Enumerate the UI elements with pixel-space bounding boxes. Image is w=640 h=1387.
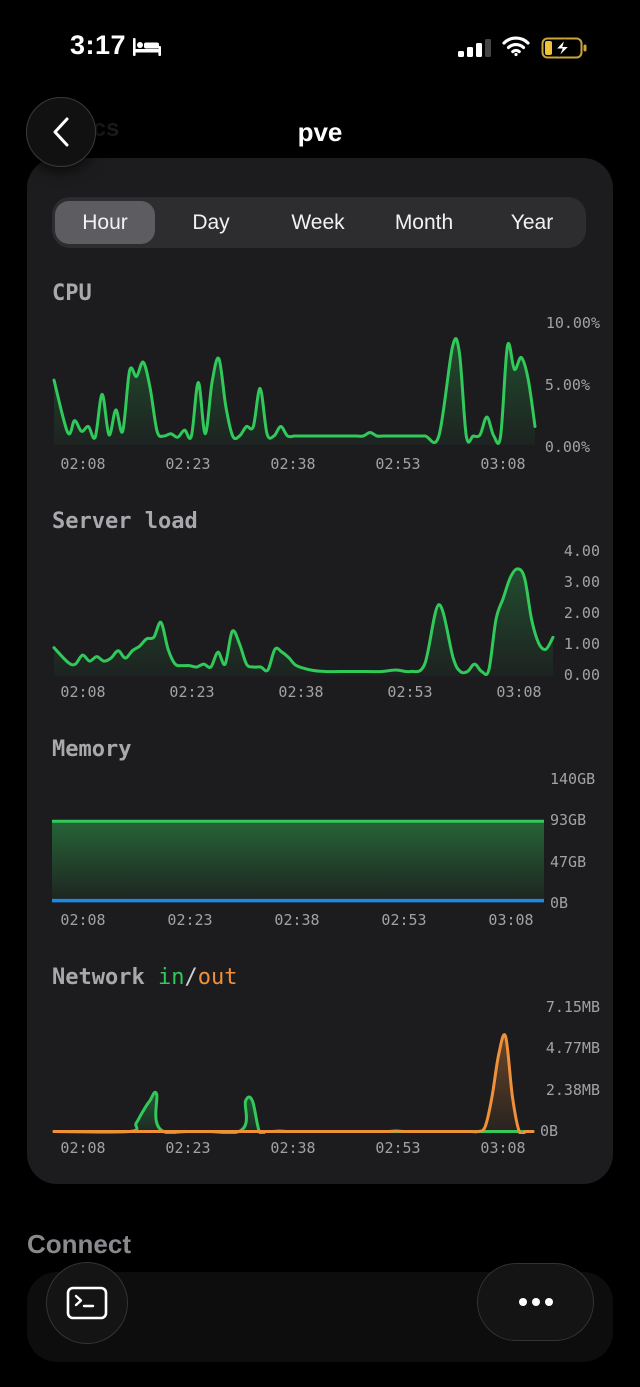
back-button[interactable]	[26, 97, 96, 167]
cpu-x-tick: 03:08	[480, 455, 526, 473]
cpu-x-tick: 02:08	[60, 455, 106, 473]
period-week[interactable]: Week	[291, 210, 345, 234]
load-chart	[52, 567, 555, 676]
load-y-tick: 2.00	[563, 604, 600, 622]
cpu-title: CPU	[52, 281, 92, 306]
load-y-tick: 0.00	[563, 666, 600, 684]
chevron-left-icon	[53, 117, 69, 147]
load-x-tick: 02:23	[169, 683, 215, 701]
memory-y-tick: 93GB	[550, 811, 587, 829]
cpu-y-tick: 10.00%	[545, 314, 600, 332]
network-x-tick: 03:08	[480, 1139, 526, 1157]
network-title-row: Network in/out	[52, 965, 237, 990]
load-series-line	[52, 567, 555, 676]
period-selector: Hour Day Week Month Year	[52, 197, 586, 248]
terminal-button[interactable]	[46, 1262, 128, 1344]
load-x-tick: 02:38	[278, 683, 324, 701]
legend-out: out	[197, 965, 238, 990]
memory-x-axis: 02:08 02:23 02:38 02:53 03:08	[48, 911, 538, 931]
cpu-y-tick: 0.00%	[544, 438, 590, 456]
network-in-area	[54, 1092, 533, 1134]
memory-x-tick: 02:53	[381, 911, 427, 929]
load-y-tick: 4.00	[563, 542, 600, 560]
network-y-tick: 4.77MB	[545, 1039, 600, 1057]
bed-icon	[133, 38, 161, 56]
period-year[interactable]: Year	[510, 210, 554, 234]
cpu-chart	[52, 337, 537, 445]
memory-y-tick: 140GB	[550, 770, 596, 788]
legend-separator: /	[184, 965, 198, 990]
terminal-icon	[66, 1286, 108, 1320]
cpu-x-tick: 02:38	[270, 455, 316, 473]
cpu-x-tick: 02:53	[375, 455, 421, 473]
cpu-x-axis: 02:08 02:23 02:38 02:53 03:08	[48, 455, 528, 475]
load-x-axis: 02:08 02:23 02:38 02:53 03:08	[48, 683, 548, 703]
memory-y-tick: 47GB	[550, 853, 587, 871]
network-chart	[52, 1033, 535, 1134]
cellular-signal-icon	[458, 39, 491, 57]
network-y-tick: 7.15MB	[545, 998, 600, 1016]
cpu-y-tick: 5.00%	[544, 376, 590, 394]
load-y-tick: 1.00	[563, 635, 600, 653]
memory-y-tick: 0B	[550, 894, 569, 912]
load-area	[54, 568, 553, 676]
load-x-tick: 02:53	[387, 683, 433, 701]
load-y-tick: 3.00	[563, 573, 600, 591]
network-x-tick: 02:53	[375, 1139, 421, 1157]
network-y-tick: 0B	[540, 1122, 559, 1140]
connect-heading: Connect	[27, 1229, 131, 1259]
period-hour[interactable]: Hour	[55, 201, 155, 244]
memory-x-tick: 03:08	[488, 911, 534, 929]
memory-used-area	[52, 821, 544, 901]
legend-in: in	[157, 965, 185, 990]
status-time: 3:17	[70, 30, 127, 60]
network-out-area	[54, 1034, 533, 1134]
memory-x-tick: 02:23	[167, 911, 213, 929]
load-x-tick: 03:08	[496, 683, 542, 701]
network-in-line	[52, 1090, 535, 1134]
network-y-tick: 2.38MB	[545, 1081, 600, 1099]
network-x-tick: 02:23	[165, 1139, 211, 1157]
more-button[interactable]	[477, 1263, 594, 1341]
period-month[interactable]: Month	[394, 210, 454, 234]
cpu-series-line	[52, 337, 537, 445]
network-x-tick: 02:38	[270, 1139, 316, 1157]
network-x-axis: 02:08 02:23 02:38 02:53 03:08	[48, 1139, 528, 1159]
memory-x-tick: 02:38	[274, 911, 320, 929]
wifi-icon	[502, 36, 530, 57]
memory-x-tick: 02:08	[60, 911, 106, 929]
network-out-line	[52, 1033, 535, 1134]
load-x-tick: 02:08	[60, 683, 106, 701]
memory-chart	[52, 819, 544, 903]
page-title: pve	[297, 117, 343, 147]
load-title: Server load	[52, 509, 198, 534]
memory-title: Memory	[52, 737, 132, 762]
more-icon	[518, 1298, 553, 1306]
period-day[interactable]: Day	[192, 210, 230, 234]
cpu-x-tick: 02:23	[165, 455, 211, 473]
battery-charging-icon	[541, 37, 587, 59]
network-title: Network	[52, 965, 145, 990]
network-x-tick: 02:08	[60, 1139, 106, 1157]
